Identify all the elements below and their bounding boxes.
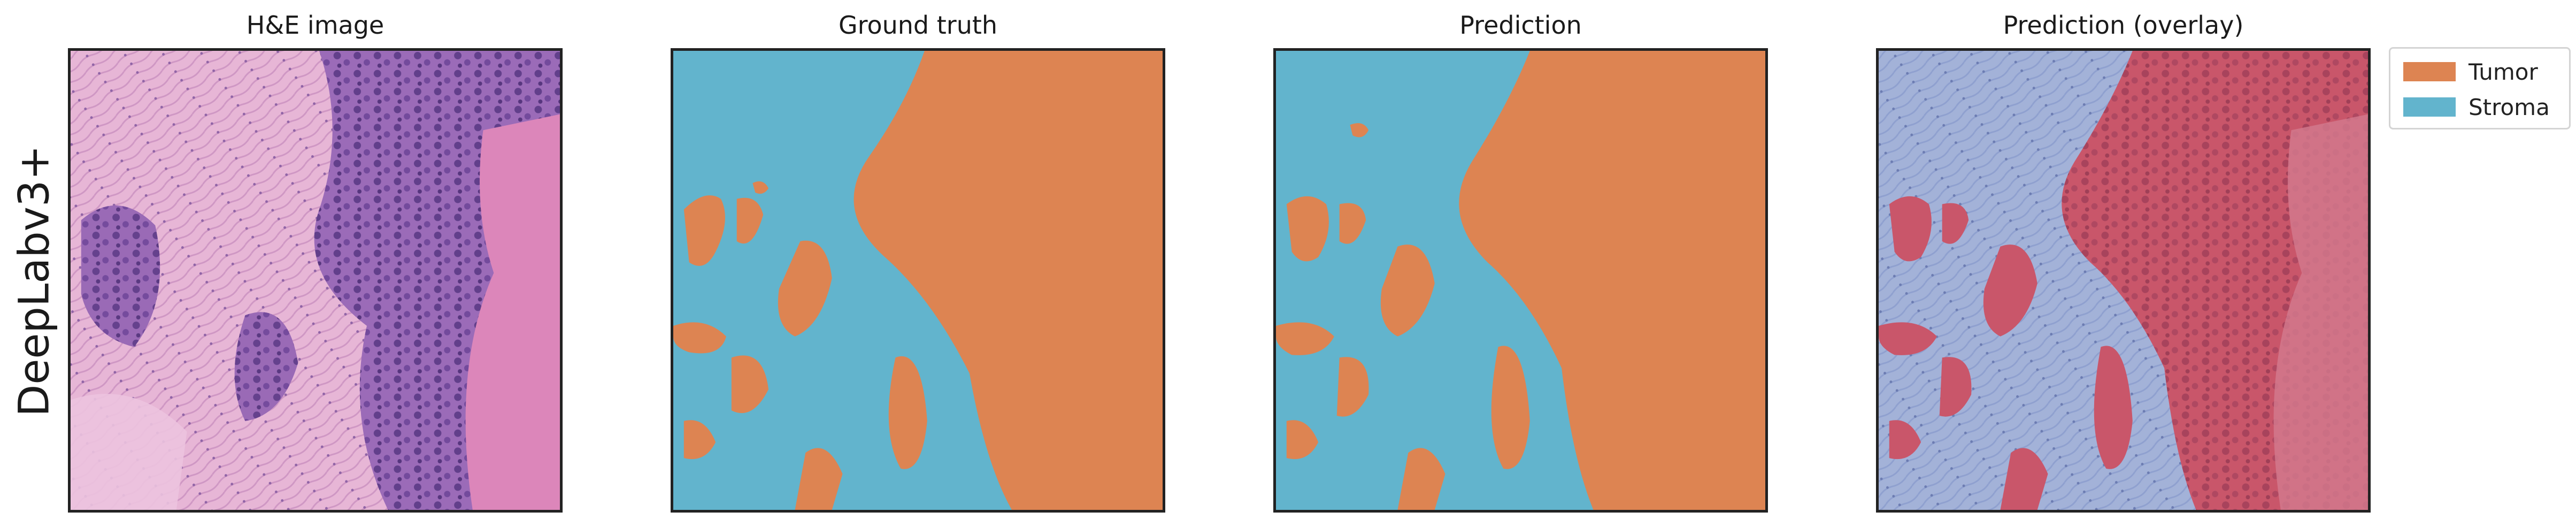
legend-swatch-stroma — [2403, 97, 2456, 117]
legend-swatch-tumor — [2403, 62, 2456, 81]
legend-item-stroma: Stroma — [2403, 94, 2550, 120]
row-label: DeepLabv3+ — [0, 48, 70, 514]
prediction-panel — [1273, 48, 1768, 513]
prediction-overlay-panel — [1876, 48, 2371, 513]
legend-item-tumor: Tumor — [2403, 58, 2538, 85]
he-image — [71, 51, 560, 510]
legend: Tumor Stroma — [2389, 47, 2571, 129]
model-name-label: DeepLabv3+ — [11, 145, 59, 417]
prediction-overlay-title: Prediction (overlay) — [2003, 11, 2244, 40]
ground-truth-title: Ground truth — [838, 11, 998, 40]
he-image-title: H&E image — [246, 11, 385, 40]
prediction-mask — [1276, 51, 1765, 510]
legend-label-tumor: Tumor — [2469, 58, 2538, 85]
prediction-title: Prediction — [1459, 11, 1582, 40]
he-image-panel — [68, 48, 563, 513]
prediction-overlay — [1879, 51, 2368, 510]
legend-label-stroma: Stroma — [2469, 94, 2550, 120]
ground-truth-panel — [671, 48, 1165, 513]
ground-truth-mask — [673, 51, 1163, 510]
